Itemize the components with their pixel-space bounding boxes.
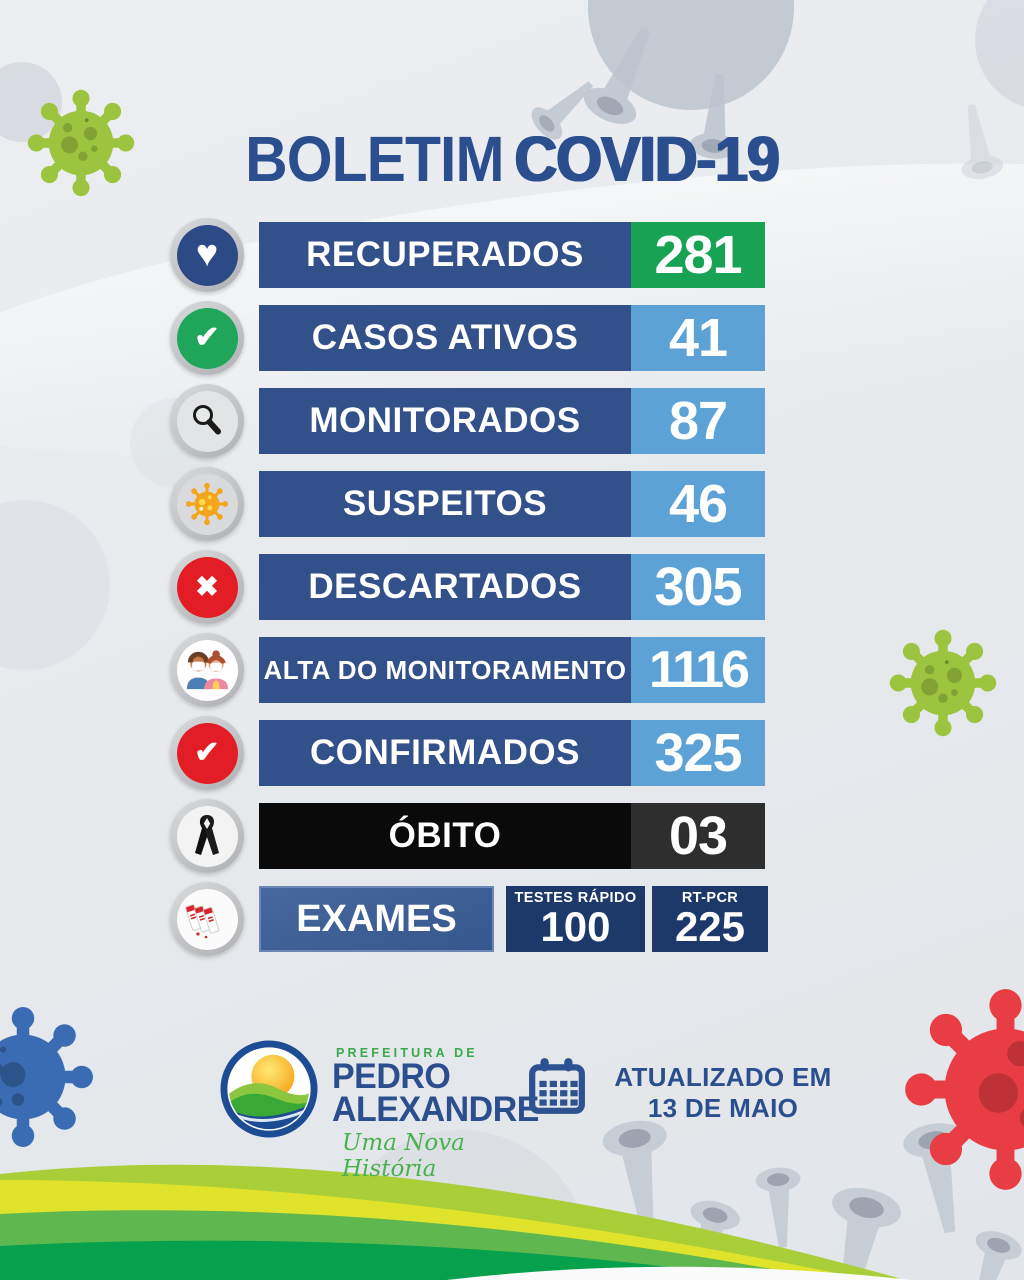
row-casos-ativos: ✔ CASOS ATIVOS 41	[170, 301, 768, 375]
row-label: ÓBITO	[259, 803, 631, 869]
bottom-green-band	[0, 1164, 912, 1280]
watermark-circle	[975, 0, 1024, 110]
watermark-circle	[0, 62, 62, 142]
row-label: DESCARTADOS	[259, 554, 631, 620]
updated-line1: ATUALIZADO EM	[614, 1062, 832, 1092]
row-value: 41	[631, 305, 765, 371]
red-virus-icon	[905, 989, 1024, 1190]
updated-line2: 13 DE MAIO	[647, 1093, 799, 1124]
blue-virus-icon	[0, 1007, 93, 1147]
row-obito: ÓBITO 03	[170, 799, 768, 873]
title-prefix: BOLETIM	[245, 123, 504, 195]
green-virus-icon	[27, 89, 135, 197]
calendar-icon	[529, 1058, 585, 1114]
logo-name-line1: PEDRO	[332, 1057, 451, 1096]
city-hall-logo	[220, 1040, 318, 1138]
row-exames: EXAMES TESTES RÁPIDO 100 RT-PCR 225	[170, 882, 768, 956]
row-label: CASOS ATIVOS	[259, 305, 631, 371]
row-recuperados: ♥ RECUPERADOS 281	[170, 218, 768, 292]
row-alta-monitoramento: ALTA DO MONITORAMENTO 1116	[170, 633, 768, 707]
row-value: 281	[631, 222, 765, 288]
green-virus-icon	[889, 629, 997, 737]
test-value: 225	[674, 903, 746, 951]
test-name: RT-PCR	[681, 889, 739, 906]
people-masks-icon	[176, 639, 238, 701]
rt-pcr-box: RT-PCR 225	[652, 886, 768, 952]
test-name: TESTES RÁPIDO	[514, 889, 637, 906]
x-circle-red-icon: ✖	[176, 556, 238, 618]
row-descartados: ✖ DESCARTADOS 305	[170, 550, 768, 624]
check-circle-red-icon: ✔	[176, 722, 238, 784]
test-value: 100	[540, 903, 611, 951]
row-label: ALTA DO MONITORAMENTO	[259, 637, 631, 703]
magnifier-icon	[176, 390, 238, 452]
row-value: 03	[631, 803, 765, 869]
row-label: MONITORADOS	[259, 388, 631, 454]
testes-rapido-box: TESTES RÁPIDO 100	[506, 886, 645, 952]
row-monitorados: MONITORADOS 87	[170, 384, 768, 458]
logo-slogan: Uma Nova História	[342, 1129, 465, 1182]
page-title: BOLETIM COVID-19	[41, 122, 983, 196]
stats-list: ♥ RECUPERADOS 281 ✔ CASOS ATIVOS 41 MONI…	[170, 218, 768, 956]
logo-text-block: PREFEITURA DE PEDRO ALEXANDRE Uma Nova H…	[332, 1046, 539, 1182]
logo-caption: PREFEITURA DE	[336, 1046, 478, 1060]
exames-label-bar: EXAMES	[259, 886, 494, 952]
row-value: 46	[631, 471, 765, 537]
row-confirmados: ✔ CONFIRMADOS 325	[170, 716, 768, 790]
row-label: CONFIRMADOS	[259, 720, 631, 786]
row-value: 305	[631, 554, 765, 620]
mourning-ribbon-icon	[176, 805, 238, 867]
row-value: 87	[631, 388, 765, 454]
title-highlight: COVID-19	[514, 123, 780, 195]
check-circle-green-icon: ✔	[176, 307, 238, 369]
row-label: RECUPERADOS	[259, 222, 631, 288]
logo-name-line2: ALEXANDRE	[332, 1090, 539, 1130]
row-value: 1116	[631, 637, 765, 703]
row-label: SUSPEITOS	[259, 471, 631, 537]
virus-orange-icon	[176, 473, 238, 535]
row-value: 325	[631, 720, 765, 786]
watermark-circle	[0, 500, 110, 670]
row-suspeitos: SUSPEITOS 46	[170, 467, 768, 541]
test-strips-icon	[176, 888, 238, 950]
heart-icon: ♥	[176, 224, 238, 286]
updated-date: ATUALIZADO EM 13 DE MAIO	[598, 1062, 848, 1124]
